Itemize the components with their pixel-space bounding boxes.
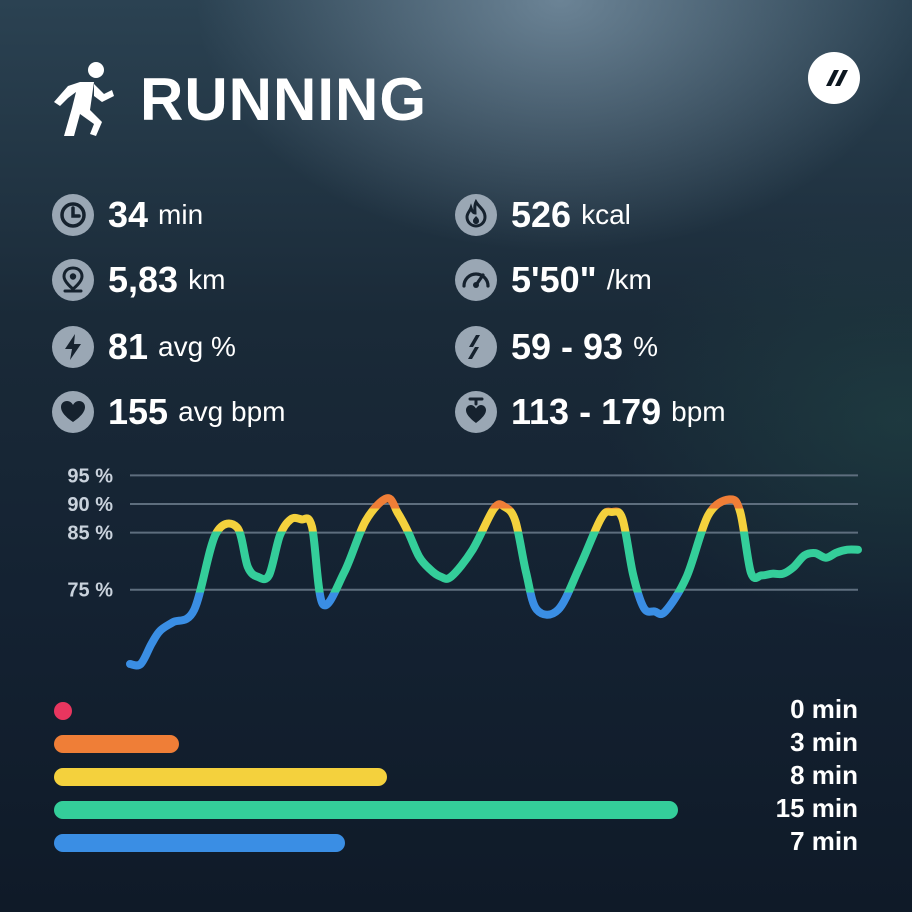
zone-bar-orange bbox=[54, 735, 179, 753]
zone-time-label: 7 min bbox=[790, 826, 858, 856]
distance-unit: km bbox=[188, 264, 226, 295]
zone-time-label: 8 min bbox=[790, 760, 858, 790]
location-pin-icon bbox=[52, 259, 94, 301]
zone-row-red: 0 min bbox=[54, 694, 858, 724]
stat-distance: 5,83 km bbox=[52, 257, 225, 303]
clock-icon bbox=[52, 194, 94, 236]
stat-heart-rate-avg: 155 avg bpm bbox=[52, 389, 285, 435]
zone-summary: 0 min 3 min 8 min 15 min 7 min bbox=[0, 694, 912, 866]
range-icon bbox=[455, 326, 497, 368]
running-person-icon bbox=[54, 62, 114, 136]
heart-range-icon bbox=[455, 391, 497, 433]
y-tick-label: 75 % bbox=[67, 580, 113, 602]
heart-icon bbox=[52, 391, 94, 433]
zone-row-yellow: 8 min bbox=[54, 760, 858, 790]
stat-intensity-range: 59 - 93 % bbox=[455, 324, 658, 370]
app-logo-icon bbox=[808, 52, 860, 104]
pace-unit: /km bbox=[606, 264, 652, 295]
page-title: RUNNING bbox=[140, 66, 427, 133]
zone-time-label: 15 min bbox=[775, 793, 858, 823]
duration-value: 34 bbox=[108, 194, 149, 235]
pace-value: 5'50" bbox=[511, 259, 597, 300]
speedometer-icon bbox=[455, 259, 497, 301]
stat-intensity-avg: 81 avg % bbox=[52, 324, 236, 370]
flame-icon bbox=[455, 194, 497, 236]
intensity-avg-value: 81 bbox=[108, 326, 149, 367]
zone-row-green: 15 min bbox=[54, 793, 858, 823]
zone-row-blue: 7 min bbox=[54, 826, 858, 856]
intensity-avg-unit: avg % bbox=[158, 331, 236, 362]
y-tick-label: 95 % bbox=[67, 465, 113, 487]
stat-duration: 34 min bbox=[52, 192, 203, 238]
stat-calories: 526 kcal bbox=[455, 192, 631, 238]
zone-bar-yellow bbox=[54, 768, 387, 786]
calories-unit: kcal bbox=[581, 199, 631, 230]
zone-time-label: 3 min bbox=[790, 727, 858, 757]
zone-bar-blue bbox=[54, 834, 346, 852]
y-tick-label: 85 % bbox=[67, 523, 113, 545]
calories-value: 526 bbox=[511, 194, 572, 235]
heart-rate-avg-value: 155 bbox=[108, 391, 169, 432]
stat-heart-rate-range: 113 - 179 bpm bbox=[455, 389, 726, 435]
intensity-line bbox=[126, 494, 862, 670]
intensity-range-unit: % bbox=[633, 331, 658, 362]
zone-time-label: 0 min bbox=[790, 694, 858, 724]
duration-unit: min bbox=[158, 199, 204, 230]
heart-rate-range-unit: bpm bbox=[671, 396, 726, 427]
header: RUNNING bbox=[50, 60, 427, 140]
y-tick-label: 90 % bbox=[67, 494, 113, 516]
lightning-icon bbox=[52, 326, 94, 368]
zone-dot-red bbox=[54, 702, 72, 720]
zone-row-orange: 3 min bbox=[54, 727, 858, 757]
heart-rate-avg-unit: avg bpm bbox=[178, 396, 286, 427]
distance-value: 5,83 bbox=[108, 259, 179, 300]
zone-bar-green bbox=[54, 801, 678, 819]
intensity-range-value: 59 - 93 bbox=[511, 326, 624, 367]
heart-rate-range-value: 113 - 179 bbox=[511, 391, 662, 432]
intensity-chart: 95 % 90 % 85 % 75 % bbox=[67, 465, 862, 670]
stat-pace: 5'50" /km bbox=[455, 257, 652, 303]
